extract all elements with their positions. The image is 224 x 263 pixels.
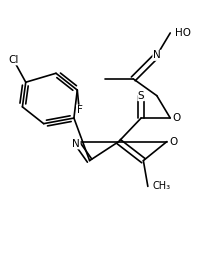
Text: O: O (169, 136, 177, 146)
Text: S: S (138, 91, 144, 101)
Text: F: F (77, 105, 82, 115)
Text: CH₃: CH₃ (152, 181, 170, 191)
Text: N: N (153, 50, 161, 60)
Text: N: N (72, 139, 80, 149)
Text: HO: HO (175, 28, 191, 38)
Text: O: O (172, 113, 181, 123)
Text: Cl: Cl (8, 55, 19, 65)
